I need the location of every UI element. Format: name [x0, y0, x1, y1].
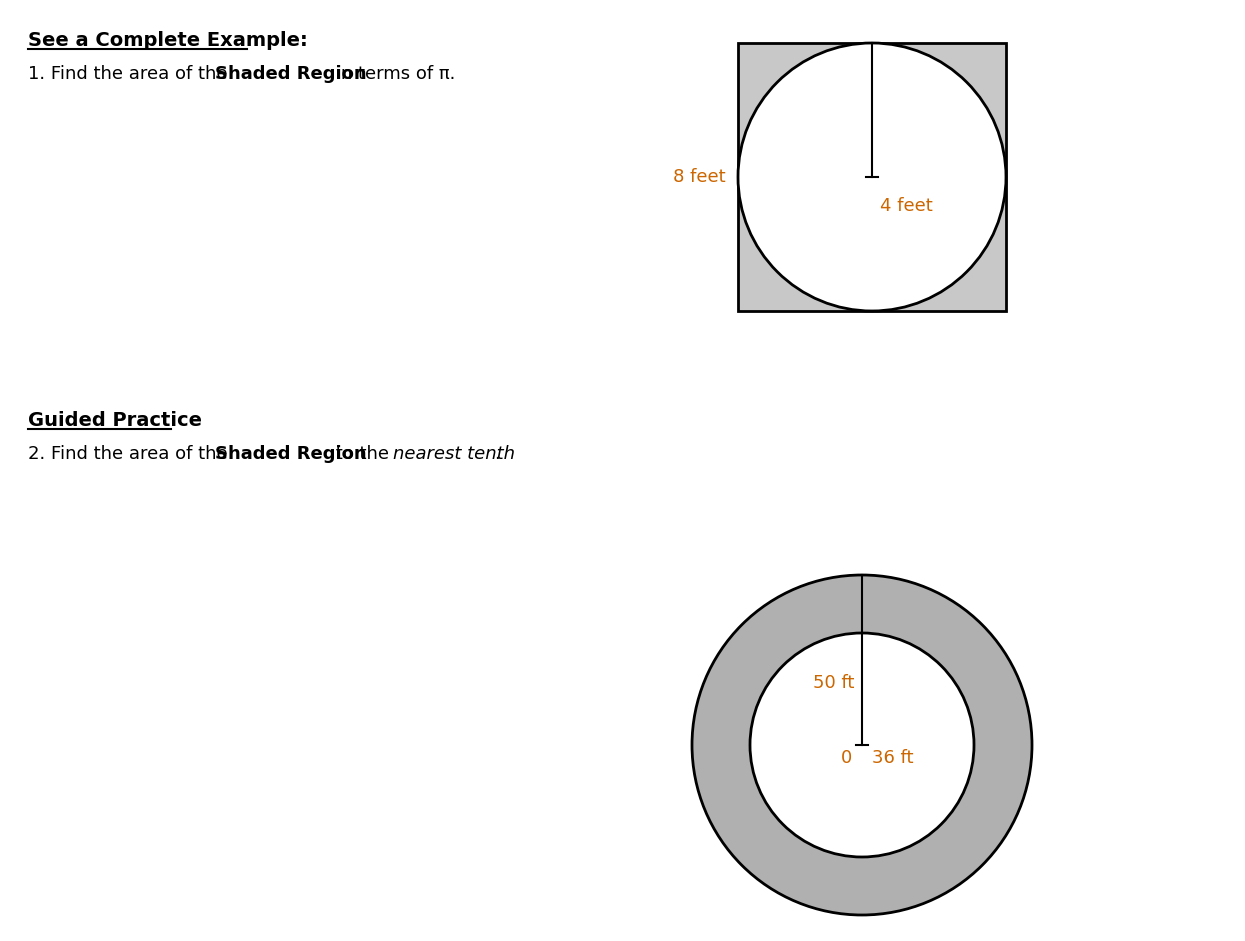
Text: See a Complete Example:: See a Complete Example: [27, 31, 308, 50]
Circle shape [738, 43, 1006, 311]
Text: 36 ft: 36 ft [872, 749, 914, 767]
Text: Shaded Region: Shaded Region [215, 445, 367, 463]
Text: 2. Find the area of the: 2. Find the area of the [27, 445, 233, 463]
Text: Shaded Region: Shaded Region [215, 65, 367, 83]
Text: in terms of π.: in terms of π. [330, 65, 456, 83]
Bar [738, 43, 1006, 311]
Text: to the: to the [330, 445, 395, 463]
Text: Guided Practice: Guided Practice [27, 411, 202, 430]
Text: 8 feet: 8 feet [674, 168, 726, 186]
Text: 4 feet: 4 feet [880, 197, 933, 215]
Text: nearest tenth: nearest tenth [392, 445, 514, 463]
Text: .: . [494, 445, 499, 463]
Text: 50 ft: 50 ft [813, 675, 854, 693]
Circle shape [692, 575, 1032, 915]
Circle shape [749, 633, 974, 857]
Text: 1. Find the area of the: 1. Find the area of the [27, 65, 233, 83]
Text: 0: 0 [840, 749, 852, 767]
